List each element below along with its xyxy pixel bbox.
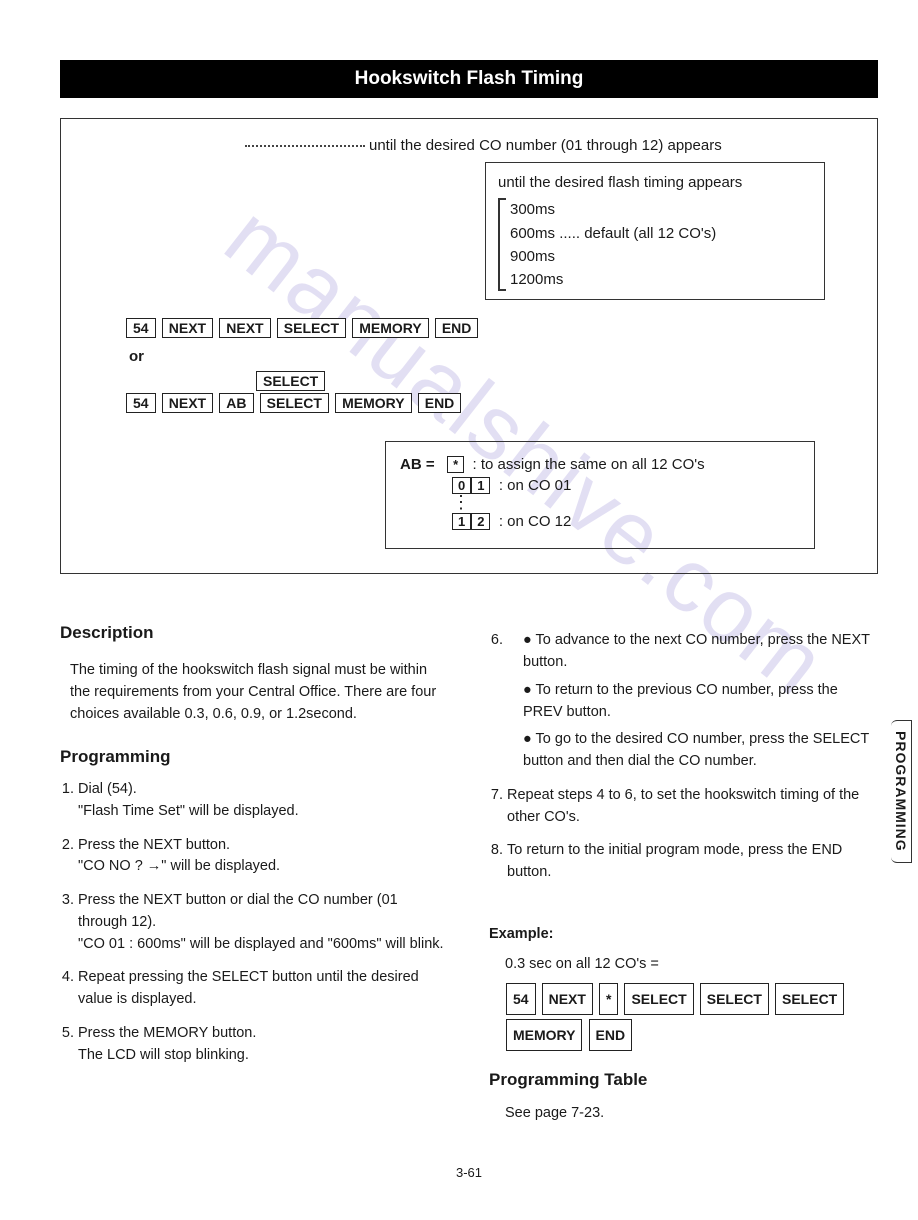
key-select-mid: SELECT [256, 371, 325, 391]
key-next: NEXT [162, 393, 213, 413]
flash-opt-1: 600ms ..... default (all 12 CO's) [510, 222, 812, 245]
key-end: END [589, 1019, 633, 1051]
flash-opt-3: 1200ms [510, 268, 812, 291]
prog-table-heading: Programming Table [489, 1067, 878, 1093]
key-end: END [418, 393, 462, 413]
key-memory: MEMORY [335, 393, 411, 413]
prog-step-2: Press the NEXT button. "CO NO ? →" will … [78, 835, 449, 879]
key-memory: MEMORY [506, 1019, 582, 1051]
key-next: NEXT [219, 318, 270, 338]
or-label: or [129, 348, 853, 365]
key-select: SELECT [624, 983, 693, 1015]
key-1: 1 [471, 477, 490, 494]
ab-dots: ⋮ [452, 498, 800, 507]
key-memory: MEMORY [352, 318, 428, 338]
key-next: NEXT [542, 983, 593, 1015]
prog-step-8: To return to the initial program mode, p… [507, 840, 878, 884]
example-heading: Example: [489, 924, 878, 946]
description-text: The timing of the hookswitch flash signa… [70, 660, 449, 725]
key-star: * [599, 983, 618, 1015]
sequence-row-2: 54 NEXT AB SELECT MEMORY END [125, 393, 853, 413]
key-select: SELECT [260, 393, 329, 413]
ab-row-text-1: : on CO 01 [499, 477, 572, 494]
key-select: SELECT [700, 983, 769, 1015]
flash-opt-0: 300ms [510, 198, 812, 221]
key-54: 54 [126, 318, 156, 338]
programming-steps-left: Dial (54). "Flash Time Set" will be disp… [60, 779, 449, 1066]
key-star: * [447, 456, 464, 473]
example-sequence: 54 NEXT * SELECT SELECT SELECT MEMORY EN… [505, 981, 878, 1053]
sequence-row-1: 54 NEXT NEXT SELECT MEMORY END [125, 318, 853, 338]
prog-step-7: Repeat steps 4 to 6, to set the hookswit… [507, 785, 878, 829]
key-2: 2 [471, 513, 490, 530]
prog-table-text: See page 7-23. [505, 1103, 878, 1125]
key-end: END [435, 318, 479, 338]
note-co-number: until the desired CO number (01 through … [245, 137, 853, 154]
page-number: 3-61 [60, 1165, 878, 1180]
flash-timing-title: until the desired flash timing appears [498, 171, 812, 194]
ab-label: AB = [400, 456, 435, 473]
prog-step-3: Press the NEXT button or dial the CO num… [78, 890, 449, 955]
flash-timing-options-box: until the desired flash timing appears 3… [485, 162, 825, 300]
example-line: 0.3 sec on all 12 CO's = [505, 954, 878, 976]
page-title: Hookswitch Flash Timing [60, 60, 878, 98]
key-54: 54 [126, 393, 156, 413]
flash-opt-2: 900ms [510, 245, 812, 268]
key-1: 1 [452, 513, 471, 530]
prog-step-6-b0: To advance to the next CO number, press … [523, 630, 878, 674]
prog-step-6-b2: To go to the desired CO number, press th… [523, 729, 878, 773]
prog-step-1: Dial (54). "Flash Time Set" will be disp… [78, 779, 449, 823]
ab-row-text-3: : on CO 12 [499, 513, 572, 530]
key-54: 54 [506, 983, 536, 1015]
prog-step-4: Repeat pressing the SELECT button until … [78, 967, 449, 1011]
ab-definition-box: AB = * : to assign the same on all 12 CO… [385, 441, 815, 549]
description-heading: Description [60, 620, 449, 646]
key-select: SELECT [277, 318, 346, 338]
key-ab: AB [219, 393, 253, 413]
key-next: NEXT [162, 318, 213, 338]
programming-heading: Programming [60, 744, 449, 770]
diagram-box: until the desired CO number (01 through … [60, 118, 878, 574]
prog-step-5: Press the MEMORY button. The LCD will st… [78, 1023, 449, 1067]
prog-step-6-b1: To return to the previous CO number, pre… [523, 680, 878, 724]
prog-step-6: To advance to the next CO number, press … [507, 630, 878, 773]
key-select: SELECT [775, 983, 844, 1015]
programming-steps-right: To advance to the next CO number, press … [489, 630, 878, 884]
ab-row-text-0: : to assign the same on all 12 CO's [473, 456, 705, 473]
